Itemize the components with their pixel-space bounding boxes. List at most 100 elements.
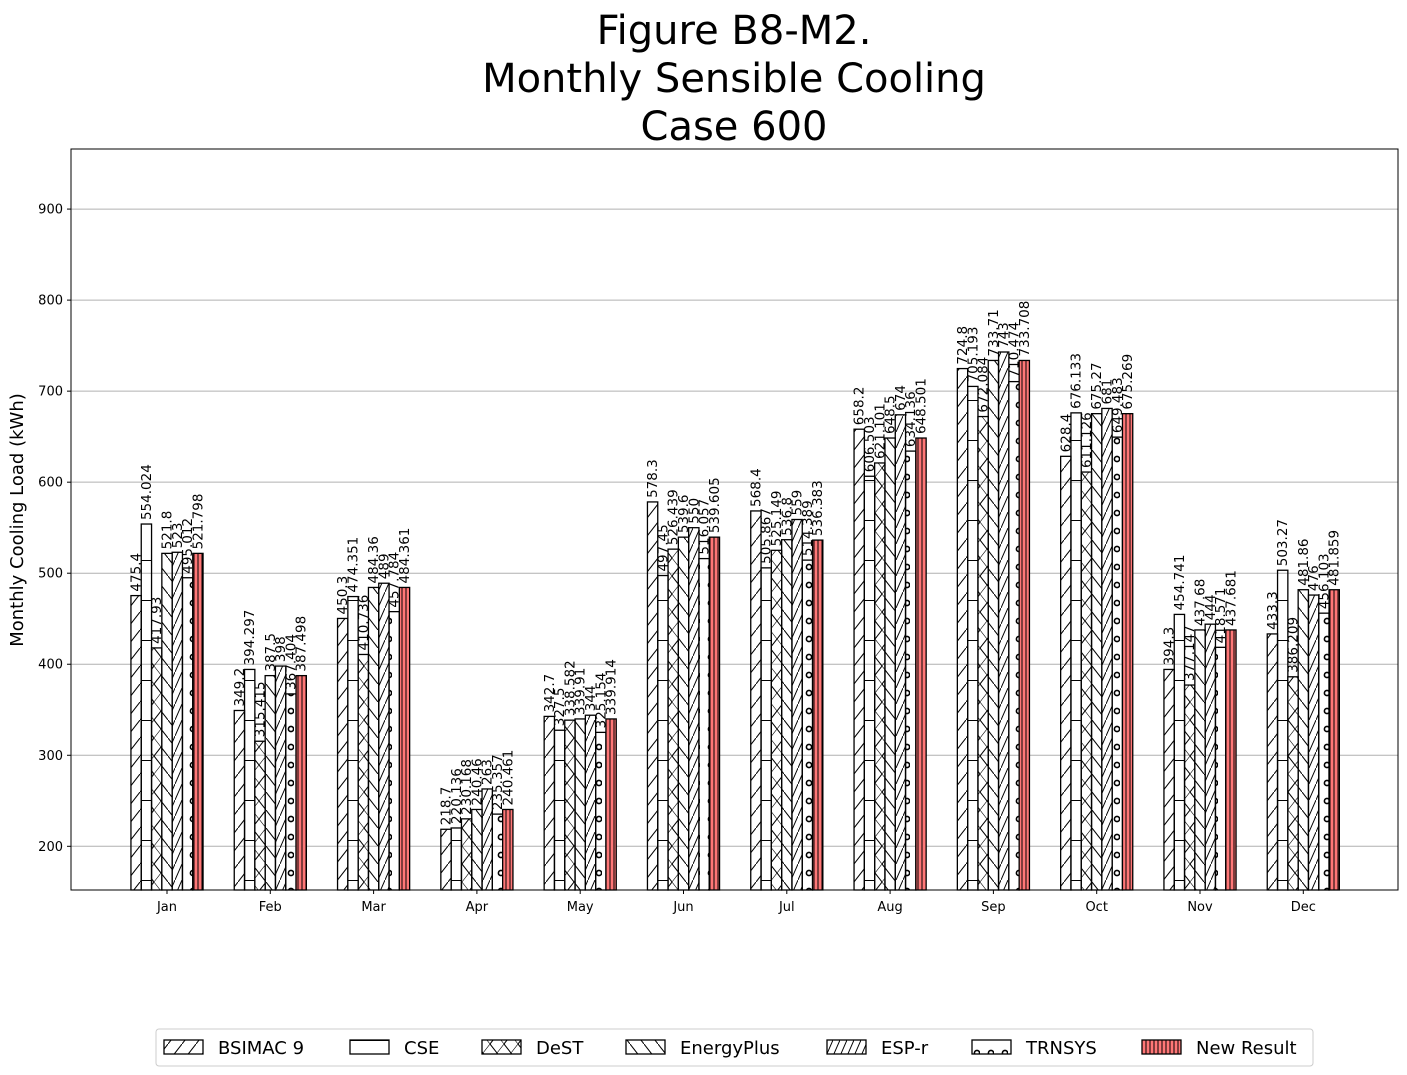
y-tick-label: 800 — [38, 294, 63, 309]
data-label: 218.7 — [439, 787, 455, 826]
bar-trnsys-apr — [491, 813, 504, 891]
bar-esp-r-feb — [274, 665, 287, 891]
data-label: 550 — [686, 498, 702, 524]
data-label: 578.3 — [645, 459, 661, 498]
data-label: 536.8 — [779, 497, 795, 536]
legend-swatch-dest — [481, 1039, 522, 1055]
bar-bsimac-9-feb — [233, 709, 246, 891]
data-label: 484.36 — [366, 536, 382, 583]
bar-new-result-may — [605, 718, 617, 891]
data-label: 676.133 — [1069, 353, 1085, 409]
x-tick-label-jun: Jun — [672, 900, 693, 915]
data-label: 724.8 — [955, 326, 971, 365]
data-label: 394.3 — [1162, 627, 1178, 666]
legend-swatch-cse — [349, 1039, 390, 1055]
data-label: 433.3 — [1265, 591, 1281, 630]
bar-esp-r-aug — [894, 414, 907, 891]
data-label: 525.149 — [769, 490, 785, 546]
bar-trnsys-may — [595, 731, 607, 891]
data-label: 681 — [1100, 379, 1116, 405]
bar-energyplus-jul — [781, 539, 793, 891]
bar-new-result-jan — [192, 552, 204, 891]
data-label: 648.501 — [914, 378, 930, 434]
data-label: 475.4 — [129, 553, 145, 592]
legend-label-dest: DeST — [536, 1038, 584, 1059]
bar-dest-dec — [1287, 676, 1299, 891]
bar-esp-r-jul — [791, 518, 803, 891]
legend-swatch-esp-r — [826, 1039, 867, 1055]
data-label: 456.103 — [1316, 553, 1332, 609]
bar-trnsys-dec — [1318, 612, 1330, 891]
data-label: 394.297 — [242, 610, 258, 666]
legend-label-bsimac-9: BSIMAC 9 — [218, 1038, 304, 1059]
x-axis-ticks: Jan Feb Mar Apr May Jun Jul Aug Sep Oct Nov Dec — [156, 890, 1316, 915]
data-label: 634.136 — [903, 391, 919, 447]
bar-trnsys-feb — [285, 693, 297, 891]
data-label: 648.5 — [883, 395, 899, 434]
data-label: 235.357 — [490, 754, 506, 810]
data-label: 658.2 — [852, 387, 868, 426]
legend-swatch-trnsys — [971, 1039, 1012, 1055]
bar-bsimac-9-dec — [1266, 633, 1279, 891]
chart-title-line-1: Figure B8-M2. — [597, 8, 872, 54]
data-label: 457.784 — [387, 552, 403, 608]
data-label: 489 — [376, 553, 392, 579]
bar-trnsys-oct — [1111, 436, 1124, 891]
data-label: 437.68 — [1193, 579, 1209, 626]
data-label: 521.8 — [160, 511, 176, 550]
data-label: 327.5 — [552, 688, 568, 727]
bar-energyplus-apr — [471, 808, 483, 891]
data-label: 484.361 — [397, 528, 413, 584]
x-tick-label-aug: Aug — [877, 900, 902, 915]
data-label: 387.498 — [294, 616, 310, 672]
y-tick-label: 400 — [38, 658, 63, 673]
data-label: 514.389 — [800, 500, 816, 556]
bar-cse-sep — [967, 385, 979, 891]
chart-title-line-2: Monthly Sensible Cooling — [482, 56, 986, 102]
data-label: 240.46 — [469, 758, 485, 805]
legend-label-new-result: New Result — [1196, 1038, 1297, 1059]
bar-energyplus-may — [574, 718, 586, 891]
data-label: 503.27 — [1275, 519, 1291, 566]
bar-dest-nov — [1183, 684, 1196, 891]
data-label: 672.084 — [976, 357, 992, 413]
chart-title: Figure B8-M2.Monthly Sensible CoolingCas… — [482, 8, 986, 150]
bar-dest-aug — [874, 462, 886, 891]
data-label: 521.798 — [190, 494, 206, 550]
data-label: 339.914 — [604, 659, 620, 715]
data-label: 418.571 — [1213, 588, 1229, 644]
bar-new-result-dec — [1328, 589, 1341, 891]
data-label: 325.154 — [593, 673, 609, 729]
y-tick-label: 600 — [38, 476, 63, 491]
bar-new-result-mar — [398, 586, 411, 891]
bar-cse-jun — [657, 574, 669, 891]
bar-energyplus-oct — [1090, 413, 1103, 891]
legend-swatch-bsimac-9 — [163, 1039, 204, 1055]
bar-bsimac-9-sep — [956, 367, 969, 891]
data-label: 674 — [893, 385, 909, 411]
bar-bsimac-9-aug — [853, 428, 865, 891]
bar-new-result-feb — [295, 674, 307, 891]
data-label: 481.86 — [1296, 538, 1312, 585]
bar-dest-jun — [667, 548, 679, 891]
bar-new-result-jul — [811, 539, 824, 891]
data-label: 398 — [273, 636, 289, 662]
x-tick-label-sep: Sep — [981, 900, 1006, 915]
data-label: 568.4 — [748, 468, 764, 507]
data-label: 367.404 — [283, 634, 299, 690]
bar-trnsys-jun — [698, 557, 710, 891]
bar-bsimac-9-apr — [440, 828, 452, 891]
bar-cse-jul — [760, 567, 772, 891]
x-tick-label-jul: Jul — [778, 900, 795, 915]
bar-trnsys-jan — [181, 577, 194, 891]
y-tick-label: 500 — [38, 567, 63, 582]
bar-trnsys-aug — [904, 450, 917, 891]
bar-cse-oct — [1070, 412, 1082, 891]
bar-esp-r-mar — [378, 582, 390, 891]
legend-swatch-new-result — [1141, 1039, 1182, 1055]
x-tick-label-mar: Mar — [361, 900, 386, 915]
bar-dest-jul — [770, 549, 783, 891]
bar-bsimac-9-mar — [336, 617, 349, 891]
data-label: 628.4 — [1058, 414, 1074, 453]
